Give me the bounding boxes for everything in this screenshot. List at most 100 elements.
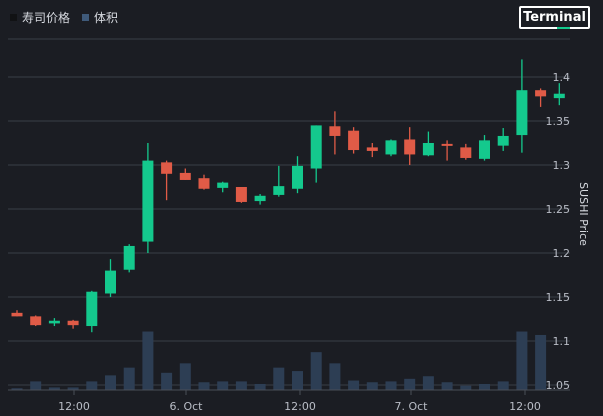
candle-body (198, 178, 210, 189)
volume-bar (441, 382, 453, 390)
candle (441, 140, 453, 161)
volume-bar (217, 381, 229, 390)
candle (460, 143, 472, 160)
y-tick-label: 1.3 (553, 159, 571, 172)
candle (48, 318, 60, 327)
candle (123, 244, 135, 273)
candle-body (217, 182, 229, 188)
volume-bar (142, 331, 154, 390)
volume-bar (86, 381, 98, 390)
candle-body (105, 270, 116, 294)
candle (254, 194, 266, 205)
volume-bar (292, 371, 303, 390)
candle (235, 187, 247, 203)
legend-price-label: 寿司价格 (22, 11, 71, 25)
volume-bar (404, 378, 416, 390)
candle (179, 168, 191, 180)
legend-volume-label: 体积 (94, 11, 119, 25)
volume-bar (235, 381, 247, 390)
candle (161, 160, 173, 201)
candle-body (292, 165, 303, 189)
volume-bar (123, 367, 135, 390)
candle-body (348, 130, 360, 151)
volume-bar (535, 334, 547, 390)
volume-bar (179, 363, 191, 390)
candle (11, 310, 23, 317)
candle-body (142, 160, 154, 242)
candle (553, 83, 565, 106)
y-tick-label: 1.15 (546, 291, 571, 304)
candle-body (179, 172, 191, 180)
candle-body (11, 312, 23, 317)
volume-bar (11, 388, 23, 390)
x-tick-label: 12:00 (509, 400, 541, 413)
x-tick-label: 12:00 (284, 400, 316, 413)
candle-body (460, 147, 472, 158)
candle-body (329, 126, 341, 136)
candle (292, 156, 303, 194)
candle-body (67, 320, 79, 326)
volume-bar (30, 381, 42, 390)
volume-bar (422, 376, 434, 390)
candle-body (273, 186, 285, 195)
y-axis-title: SUSHI Price (577, 182, 590, 246)
x-tick-label: 12:00 (58, 400, 90, 413)
candle (198, 174, 210, 190)
candle (385, 139, 397, 157)
candle (329, 111, 341, 155)
x-tick-label: 6. Oct (169, 400, 203, 413)
candle (348, 127, 360, 154)
candle-body (535, 90, 547, 97)
x-axis-ticks: 12:00 6. Oct 12:00 7. Oct 12:00 (58, 390, 541, 413)
candle (422, 131, 434, 157)
candle (479, 135, 490, 161)
y-axis-ticks: 1.4 1.35 1.3 1.25 1.2 1.15 1.1 1.05 (546, 71, 571, 392)
y-tick-label: 1.25 (546, 203, 571, 216)
legend-item-price[interactable]: 寿司价格 (10, 9, 70, 26)
candle-body (441, 143, 453, 146)
volume-series-swatch-icon (82, 14, 90, 21)
terminal-button-label: Terminal (523, 10, 586, 25)
volume-bar (198, 382, 210, 390)
candle-body (161, 162, 173, 174)
price-series-swatch-icon (10, 14, 17, 21)
terminal-accent-icon (557, 27, 570, 29)
candle (366, 143, 378, 158)
volume-bar (479, 383, 490, 390)
candle-body (366, 147, 378, 151)
candle-body (86, 291, 98, 327)
terminal-button[interactable]: Terminal (519, 6, 590, 29)
volume-bar (366, 382, 378, 390)
candle-body (497, 135, 509, 146)
candle (217, 181, 229, 193)
candle-body (48, 320, 60, 324)
grid-lines (8, 38, 570, 386)
y-tick-label: 1.1 (553, 335, 571, 348)
volume-bar (385, 381, 397, 390)
candle-body (30, 316, 42, 326)
volume-bar (329, 363, 341, 390)
candle-body (479, 140, 490, 159)
y-tick-label: 1.35 (546, 115, 571, 128)
volume-bar (161, 372, 173, 390)
candle (310, 125, 322, 183)
candle (67, 319, 79, 329)
candle (497, 128, 509, 151)
x-tick-label: 7. Oct (394, 400, 428, 413)
chart-legend: 寿司价格 体积 (10, 9, 118, 26)
candle-body (254, 195, 266, 202)
candle-body (422, 143, 434, 156)
volume-bar (105, 375, 116, 390)
volume-bar (48, 387, 60, 390)
candle (86, 290, 98, 333)
candle (273, 165, 285, 197)
volume-bar (497, 381, 509, 390)
candle (142, 143, 154, 253)
candle-body (385, 140, 397, 155)
candle-body (123, 245, 135, 270)
legend-item-volume[interactable]: 体积 (82, 9, 118, 26)
candle (535, 88, 547, 107)
volume-bars (11, 331, 547, 390)
volume-bar (516, 331, 528, 390)
